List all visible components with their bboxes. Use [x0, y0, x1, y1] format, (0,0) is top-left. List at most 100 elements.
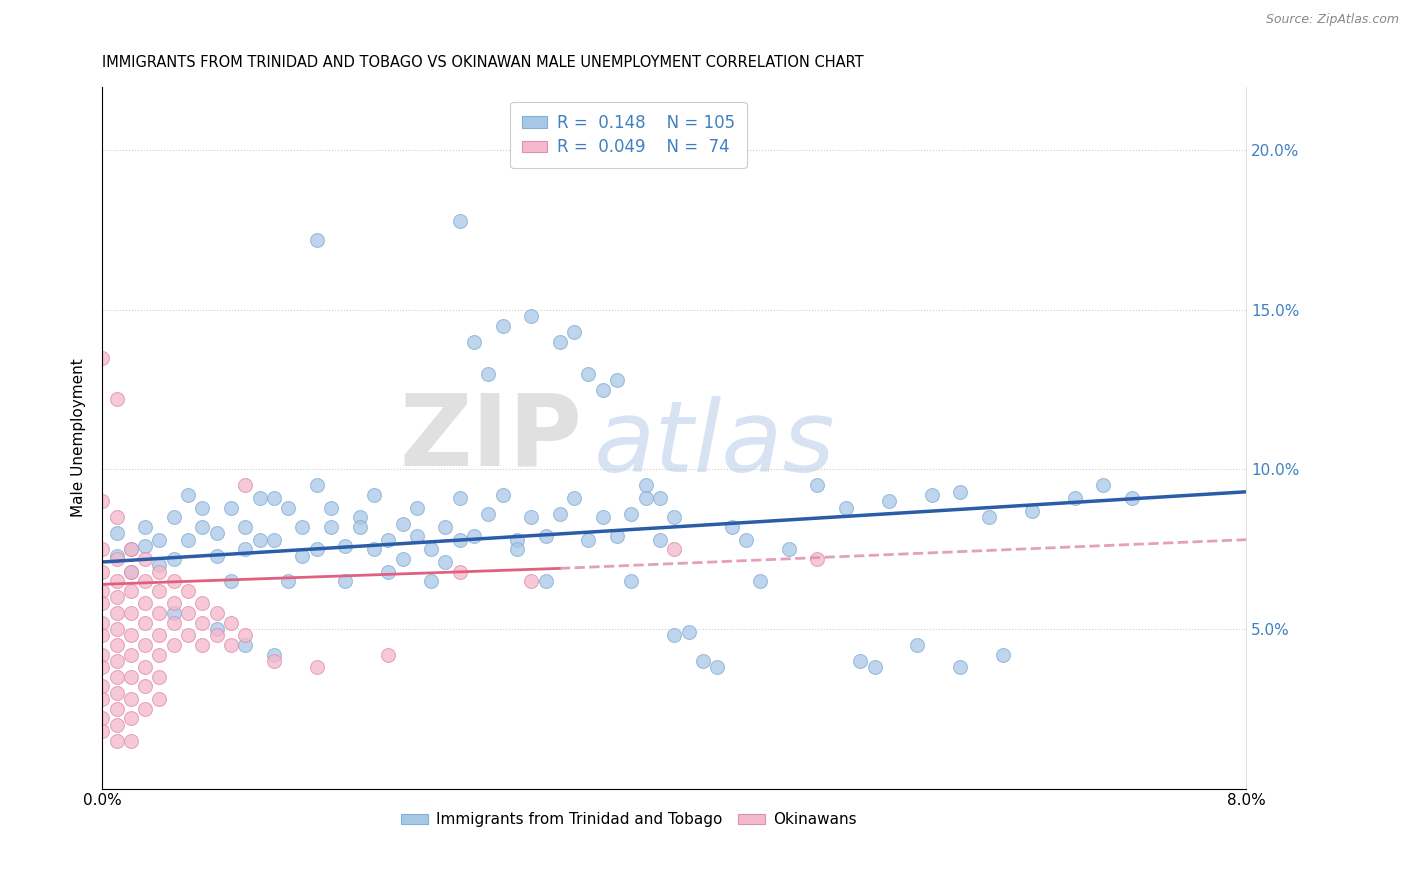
Point	[263, 491, 285, 505]
Point	[148, 533, 170, 547]
Point	[120, 711, 142, 725]
Point	[620, 574, 643, 588]
Point	[205, 628, 228, 642]
Point	[163, 606, 186, 620]
Point	[163, 638, 186, 652]
Point	[363, 488, 385, 502]
Point	[734, 533, 756, 547]
Point	[634, 478, 657, 492]
Point	[1021, 504, 1043, 518]
Point	[835, 500, 858, 515]
Point	[105, 549, 128, 563]
Point	[377, 648, 399, 662]
Point	[319, 500, 342, 515]
Point	[277, 574, 299, 588]
Point	[205, 622, 228, 636]
Point	[477, 367, 499, 381]
Point	[778, 542, 800, 557]
Point	[420, 542, 443, 557]
Point	[91, 628, 114, 642]
Point	[120, 565, 142, 579]
Point	[391, 516, 413, 531]
Point	[177, 488, 200, 502]
Point	[105, 551, 128, 566]
Point	[91, 711, 114, 725]
Point	[720, 520, 742, 534]
Text: IMMIGRANTS FROM TRINIDAD AND TOBAGO VS OKINAWAN MALE UNEMPLOYMENT CORRELATION CH: IMMIGRANTS FROM TRINIDAD AND TOBAGO VS O…	[103, 55, 863, 70]
Legend: Immigrants from Trinidad and Tobago, Okinawans: Immigrants from Trinidad and Tobago, Oki…	[395, 806, 862, 833]
Point	[506, 542, 529, 557]
Point	[134, 551, 156, 566]
Point	[548, 334, 571, 349]
Point	[1063, 491, 1085, 505]
Point	[263, 654, 285, 668]
Point	[263, 648, 285, 662]
Y-axis label: Male Unemployment: Male Unemployment	[72, 359, 86, 517]
Point	[148, 583, 170, 598]
Point	[363, 542, 385, 557]
Point	[534, 574, 557, 588]
Point	[977, 510, 1000, 524]
Point	[177, 583, 200, 598]
Point	[249, 491, 271, 505]
Point	[305, 542, 328, 557]
Point	[305, 233, 328, 247]
Point	[134, 680, 156, 694]
Point	[849, 654, 872, 668]
Point	[634, 491, 657, 505]
Point	[562, 325, 585, 339]
Point	[91, 692, 114, 706]
Point	[449, 533, 471, 547]
Point	[806, 551, 828, 566]
Point	[205, 549, 228, 563]
Point	[377, 533, 399, 547]
Point	[692, 654, 714, 668]
Point	[120, 733, 142, 747]
Point	[105, 606, 128, 620]
Point	[134, 660, 156, 674]
Point	[349, 510, 371, 524]
Point	[664, 628, 686, 642]
Point	[105, 590, 128, 604]
Point	[177, 606, 200, 620]
Point	[291, 549, 314, 563]
Point	[405, 529, 427, 543]
Point	[993, 648, 1015, 662]
Point	[620, 507, 643, 521]
Point	[219, 574, 242, 588]
Point	[148, 628, 170, 642]
Point	[163, 615, 186, 630]
Point	[191, 520, 214, 534]
Point	[148, 606, 170, 620]
Point	[148, 692, 170, 706]
Point	[249, 533, 271, 547]
Point	[163, 510, 186, 524]
Point	[233, 478, 256, 492]
Point	[120, 583, 142, 598]
Point	[120, 542, 142, 557]
Point	[134, 539, 156, 553]
Point	[120, 542, 142, 557]
Point	[305, 478, 328, 492]
Point	[120, 670, 142, 684]
Point	[520, 510, 543, 524]
Point	[120, 565, 142, 579]
Point	[305, 660, 328, 674]
Point	[205, 526, 228, 541]
Point	[492, 488, 515, 502]
Point	[863, 660, 886, 674]
Point	[463, 529, 485, 543]
Point	[105, 638, 128, 652]
Point	[91, 542, 114, 557]
Point	[134, 638, 156, 652]
Point	[134, 520, 156, 534]
Point	[233, 628, 256, 642]
Point	[120, 692, 142, 706]
Point	[534, 529, 557, 543]
Point	[592, 383, 614, 397]
Point	[105, 717, 128, 731]
Point	[205, 606, 228, 620]
Point	[463, 334, 485, 349]
Point	[606, 529, 628, 543]
Point	[134, 597, 156, 611]
